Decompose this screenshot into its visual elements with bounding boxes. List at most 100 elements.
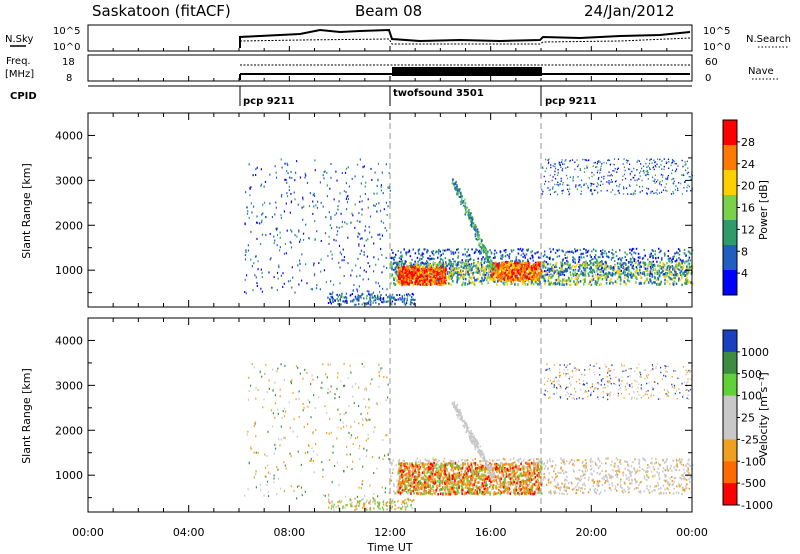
data-point	[542, 167, 544, 170]
data-point	[538, 266, 541, 269]
data-point	[633, 192, 635, 194]
data-point	[545, 167, 548, 170]
data-point	[456, 191, 458, 194]
data-point	[373, 192, 375, 195]
data-point	[590, 255, 592, 258]
data-point	[552, 188, 554, 190]
data-point	[274, 394, 277, 397]
data-point	[401, 275, 403, 278]
data-point	[419, 275, 421, 278]
data-point	[604, 363, 606, 366]
data-point	[375, 263, 377, 266]
data-point	[611, 248, 614, 251]
data-point	[508, 269, 511, 272]
data-point	[334, 213, 336, 216]
data-point	[643, 281, 646, 285]
data-point	[350, 294, 352, 297]
data-point	[562, 182, 564, 184]
data-point	[554, 251, 557, 254]
data-point	[465, 262, 468, 266]
data-point	[681, 159, 683, 162]
data-point	[664, 367, 666, 370]
data-point	[610, 273, 613, 277]
data-point	[600, 270, 602, 273]
data-point	[454, 251, 457, 254]
data-point	[470, 277, 473, 280]
data-point	[603, 175, 605, 178]
data-point	[387, 453, 389, 456]
data-point	[633, 176, 635, 179]
data-point	[247, 244, 249, 247]
data-point	[478, 250, 480, 253]
data-point	[362, 423, 364, 426]
data-point	[597, 263, 600, 266]
data-point	[445, 261, 447, 264]
data-point	[559, 368, 561, 371]
data-point	[564, 257, 567, 260]
data-point	[615, 281, 618, 285]
data-point	[417, 269, 420, 272]
data-point	[279, 444, 281, 447]
data-point	[639, 269, 641, 272]
data-point	[624, 385, 627, 388]
data-point	[639, 191, 641, 194]
data-point	[597, 182, 599, 184]
data-point	[515, 256, 518, 259]
data-point	[437, 265, 440, 268]
data-point	[547, 187, 549, 189]
data-point	[597, 273, 599, 276]
data-point	[376, 185, 378, 188]
data-point	[593, 162, 595, 164]
data-point	[248, 163, 250, 166]
data-point	[519, 265, 521, 269]
data-point	[588, 368, 591, 371]
data-point	[586, 167, 588, 169]
data-point	[682, 259, 684, 262]
data-point	[384, 487, 387, 490]
data-point	[322, 363, 324, 366]
data-point	[630, 398, 633, 400]
data-point	[545, 270, 547, 273]
data-point	[476, 228, 479, 231]
data-point	[315, 428, 317, 431]
data-point	[501, 257, 503, 260]
data-point	[438, 277, 441, 281]
data-point	[307, 405, 309, 408]
data-point	[524, 261, 527, 265]
data-point	[576, 368, 578, 371]
data-point	[278, 264, 280, 267]
data-point	[410, 301, 412, 304]
data-point	[442, 275, 445, 279]
data-point	[431, 250, 433, 253]
data-point	[284, 178, 286, 181]
data-point	[251, 211, 253, 214]
data-point	[579, 382, 581, 385]
data-point	[268, 271, 270, 274]
data-point	[598, 176, 600, 179]
data-point	[464, 248, 466, 251]
data-point	[524, 271, 527, 274]
data-point	[406, 273, 409, 276]
data-point	[649, 265, 652, 268]
data-point	[399, 255, 402, 258]
data-point	[388, 458, 390, 461]
data-point	[308, 401, 311, 404]
data-point	[357, 294, 359, 297]
data-point	[679, 258, 682, 261]
data-point	[361, 483, 363, 486]
data-point	[608, 368, 610, 370]
data-point	[316, 453, 318, 456]
data-point	[660, 257, 663, 260]
data-point	[643, 249, 645, 252]
data-point	[276, 370, 278, 373]
data-point	[584, 269, 587, 272]
data-point	[573, 265, 576, 269]
data-point	[365, 389, 368, 392]
data-point	[496, 269, 499, 273]
data-point	[390, 303, 393, 306]
data-point	[596, 260, 598, 263]
data-point	[675, 270, 677, 273]
data-point	[675, 162, 677, 165]
data-point	[277, 367, 279, 370]
